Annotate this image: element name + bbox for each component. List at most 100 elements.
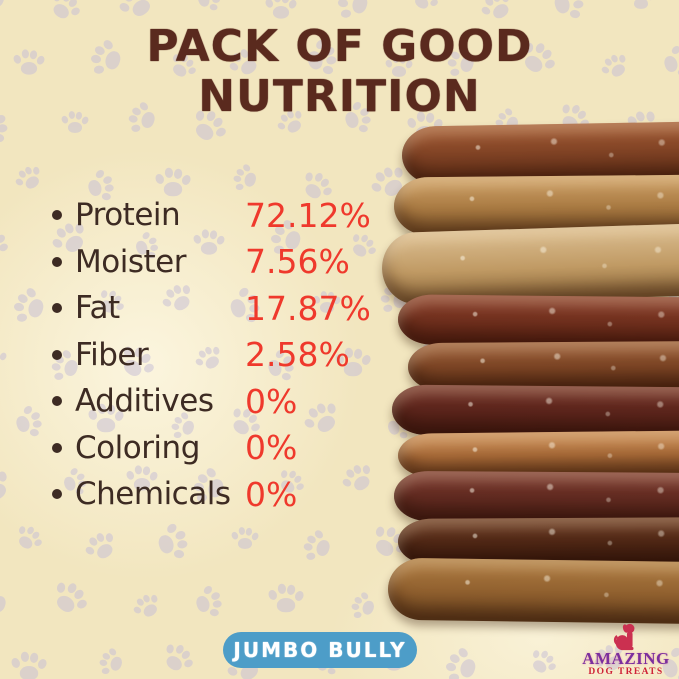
paw-print-part <box>237 538 253 549</box>
bully-stick <box>387 557 679 625</box>
paw-print-icon <box>407 0 443 16</box>
paw-print-part <box>182 658 195 669</box>
bully-stick <box>380 222 679 306</box>
paw-print-icon <box>11 520 47 556</box>
paw-print-part <box>277 583 287 595</box>
paw-print-part <box>19 666 39 679</box>
paw-print-part <box>305 552 316 561</box>
paw-print-part <box>69 6 82 17</box>
paw-print-icon <box>191 583 228 621</box>
paw-print-part <box>94 541 115 561</box>
paw-print-part <box>448 673 460 679</box>
paw-print-icon <box>12 48 46 77</box>
paw-print-part <box>164 167 174 179</box>
paw-print-icon <box>9 650 49 679</box>
paw-print-part <box>458 657 478 679</box>
paw-print-part <box>13 301 25 313</box>
jumbo-bully-badge: JUMBO BULLY <box>223 632 417 668</box>
paw-print-part <box>29 428 40 437</box>
paw-print-part <box>209 608 220 617</box>
nutrition-list: Protein 72.12% Moister 7.56% Fat 17.87% … <box>40 192 385 518</box>
paw-print-part <box>337 0 349 9</box>
nutrient-label: Additives <box>75 383 214 420</box>
nutrient-value: 17.87% <box>245 288 371 328</box>
paw-print-icon <box>46 575 93 622</box>
paw-print-part <box>108 655 124 673</box>
nutrient-value: 0% <box>245 381 298 421</box>
paw-print-part <box>165 643 175 655</box>
paw-print-icon <box>157 637 199 678</box>
paw-print-part <box>132 605 143 615</box>
nutrient-value: 2.58% <box>245 335 350 375</box>
paw-print-part <box>266 588 279 602</box>
brand-logo: AMAZING DOG TREATS <box>575 622 677 678</box>
paw-print-icon <box>299 527 336 565</box>
paw-print-icon <box>0 463 17 510</box>
paw-print-part <box>180 173 193 187</box>
paw-print-part <box>412 0 431 11</box>
title-line-2: NUTRITION <box>198 71 481 122</box>
paw-print-icon <box>152 520 194 563</box>
nutrition-row: Protein 72.12% <box>40 192 385 239</box>
nutrition-row: Moister 7.56% <box>40 239 385 286</box>
paw-print-part <box>0 242 10 253</box>
nutrient-value: 72.12% <box>245 195 371 235</box>
paw-print-part <box>141 601 160 619</box>
paw-print-part <box>20 62 38 75</box>
nutrient-label: Fat <box>75 290 120 327</box>
paw-print-part <box>303 542 314 552</box>
paw-print-part <box>547 662 558 672</box>
paw-print-part <box>429 0 440 8</box>
nutrition-row: Coloring 0% <box>40 425 385 472</box>
paw-print-part <box>20 651 30 663</box>
bully-stick <box>407 340 679 392</box>
paw-print-part <box>569 9 581 19</box>
bully-sticks-photo <box>380 116 679 625</box>
paw-print-part <box>391 66 407 77</box>
paw-print-icon <box>95 646 127 679</box>
paw-print-part <box>156 533 176 556</box>
paw-print-part <box>130 124 141 133</box>
paw-print-part <box>0 351 8 362</box>
nutrient-label: Protein <box>75 197 181 234</box>
bullet-icon <box>52 210 62 221</box>
paw-print-icon <box>229 162 261 195</box>
paw-print-part <box>36 657 49 671</box>
paw-print-part <box>314 538 332 558</box>
brand-tagline: DOG TREATS <box>588 667 664 677</box>
paw-print-icon <box>440 644 482 679</box>
paw-print-icon <box>60 110 90 135</box>
nutrient-value: 7.56% <box>245 242 350 282</box>
paw-print-part <box>293 589 306 603</box>
bully-stick <box>397 294 679 348</box>
nutrient-label: Moister <box>75 243 186 280</box>
paw-print-part <box>633 0 649 9</box>
paw-print-part <box>350 0 370 16</box>
paw-print-part <box>0 480 9 503</box>
paw-print-part <box>23 173 42 191</box>
bullet-icon <box>52 349 62 360</box>
paw-print-part <box>340 9 352 19</box>
paw-print-part <box>9 656 22 670</box>
paw-print-part <box>0 584 1 597</box>
paw-print-part <box>101 667 110 675</box>
paw-print-part <box>242 171 258 189</box>
paw-print-icon <box>332 0 374 24</box>
nutrient-label: Fiber <box>75 336 149 373</box>
paw-print-icon <box>0 0 9 14</box>
page-title: PACK OF GOOD NUTRITION <box>0 22 679 122</box>
paw-print-part <box>272 6 290 19</box>
paw-print-icon <box>0 221 14 262</box>
paw-print-part <box>118 1 131 14</box>
paw-print-icon <box>347 590 379 623</box>
paw-print-part <box>532 649 541 659</box>
paw-print-part <box>150 594 159 604</box>
paw-print-part <box>353 611 362 619</box>
paw-print-part <box>33 538 44 548</box>
paw-print-icon <box>264 0 298 20</box>
paw-print-part <box>105 532 114 543</box>
paw-print-part <box>250 531 260 542</box>
paw-print-part <box>273 0 282 3</box>
bullet-icon <box>52 442 62 453</box>
